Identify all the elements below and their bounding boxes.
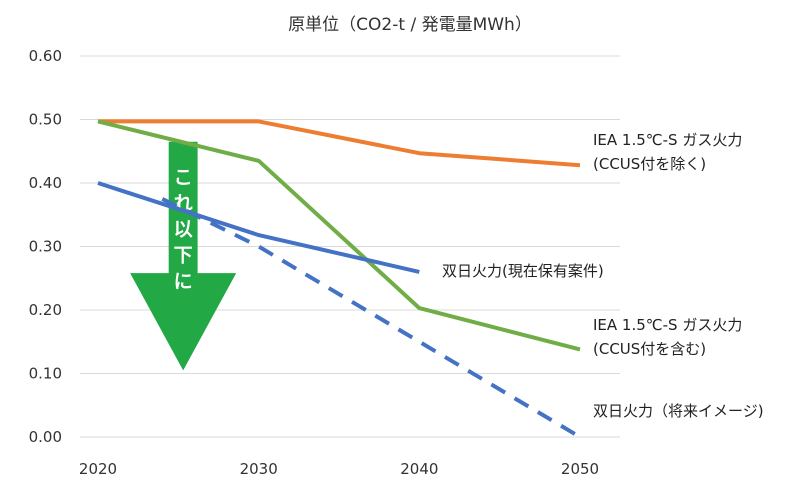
- series-label-gas_incl: IEA 1.5℃-S ガス火力: [593, 316, 742, 334]
- series-label-coal_current: 双日火力(現在保有案件): [442, 262, 604, 280]
- series-line-coal_current: [97, 181, 420, 274]
- arrow-label-char: 以: [174, 219, 193, 241]
- y-tick-label: 0.50: [29, 111, 62, 129]
- series-lines: [97, 119, 582, 439]
- y-tick-label: 0.00: [29, 428, 62, 446]
- y-tick-label: 0.30: [29, 238, 62, 256]
- series-line-gas_excl: [98, 119, 581, 168]
- x-tick-label: 2040: [400, 460, 438, 478]
- y-tick-label: 0.40: [29, 174, 62, 192]
- arrow-label-char: こ: [174, 167, 193, 189]
- y-tick-label: 0.60: [29, 47, 62, 65]
- x-axis: 2020 2030 2040 2050: [79, 460, 599, 478]
- chart-title: 原単位（CO2-t / 発電量MWh）: [288, 15, 532, 35]
- series-label-gas_excl: (CCUS付を除く): [593, 155, 706, 173]
- series-line-coal_future: [161, 197, 582, 439]
- series-label-gas_incl: (CCUS付を含む): [593, 340, 706, 358]
- y-axis: 0.60 0.50 0.40 0.30 0.20 0.10 0.00: [29, 47, 62, 446]
- arrow-label-char: に: [174, 271, 193, 293]
- x-tick-label: 2050: [561, 460, 599, 478]
- series-line-gas_incl: [97, 119, 581, 352]
- series-label-coal_future: 双日火力（将来イメージ): [593, 402, 764, 420]
- down-arrow-icon: [130, 141, 237, 371]
- y-tick-label: 0.20: [29, 301, 62, 319]
- y-tick-label: 0.10: [29, 365, 62, 383]
- series-labels: IEA 1.5℃-S ガス火力 (CCUS付を除く) IEA 1.5℃-S ガス火力…: [442, 131, 764, 420]
- x-tick-label: 2020: [79, 460, 117, 478]
- arrow-label-char: 下: [174, 245, 193, 267]
- series-label-gas_excl: IEA 1.5℃-S ガス火力: [593, 131, 742, 149]
- x-tick-label: 2030: [240, 460, 278, 478]
